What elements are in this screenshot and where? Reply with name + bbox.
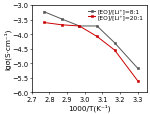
[EO]/[Li⁺]=8:1 (137, 68, 139, 69)
[EO]/[Li⁺]=8:1 (61, 19, 63, 21)
[EO]/[Li⁺]=20:1 (114, 50, 116, 51)
Line: [EO]/[Li⁺]=8:1: [EO]/[Li⁺]=8:1 (43, 11, 139, 70)
Legend: [EO]/[Li⁺]=8:1, [EO]/[Li⁺]=20:1: [EO]/[Li⁺]=8:1, [EO]/[Li⁺]=20:1 (88, 9, 144, 21)
[EO]/[Li⁺]=8:1 (96, 26, 98, 27)
X-axis label: 1000/T(K⁻¹): 1000/T(K⁻¹) (68, 103, 110, 111)
[EO]/[Li⁺]=8:1 (43, 12, 45, 13)
Line: [EO]/[Li⁺]=20:1: [EO]/[Li⁺]=20:1 (43, 22, 139, 82)
[EO]/[Li⁺]=20:1 (78, 26, 80, 27)
Y-axis label: lgσ(S·cm⁻¹): lgσ(S·cm⁻¹) (3, 29, 11, 70)
[EO]/[Li⁺]=8:1 (114, 43, 116, 44)
[EO]/[Li⁺]=20:1 (61, 25, 63, 26)
[EO]/[Li⁺]=20:1 (96, 36, 98, 38)
[EO]/[Li⁺]=8:1 (78, 26, 80, 27)
[EO]/[Li⁺]=20:1 (137, 80, 139, 82)
[EO]/[Li⁺]=20:1 (43, 23, 45, 24)
